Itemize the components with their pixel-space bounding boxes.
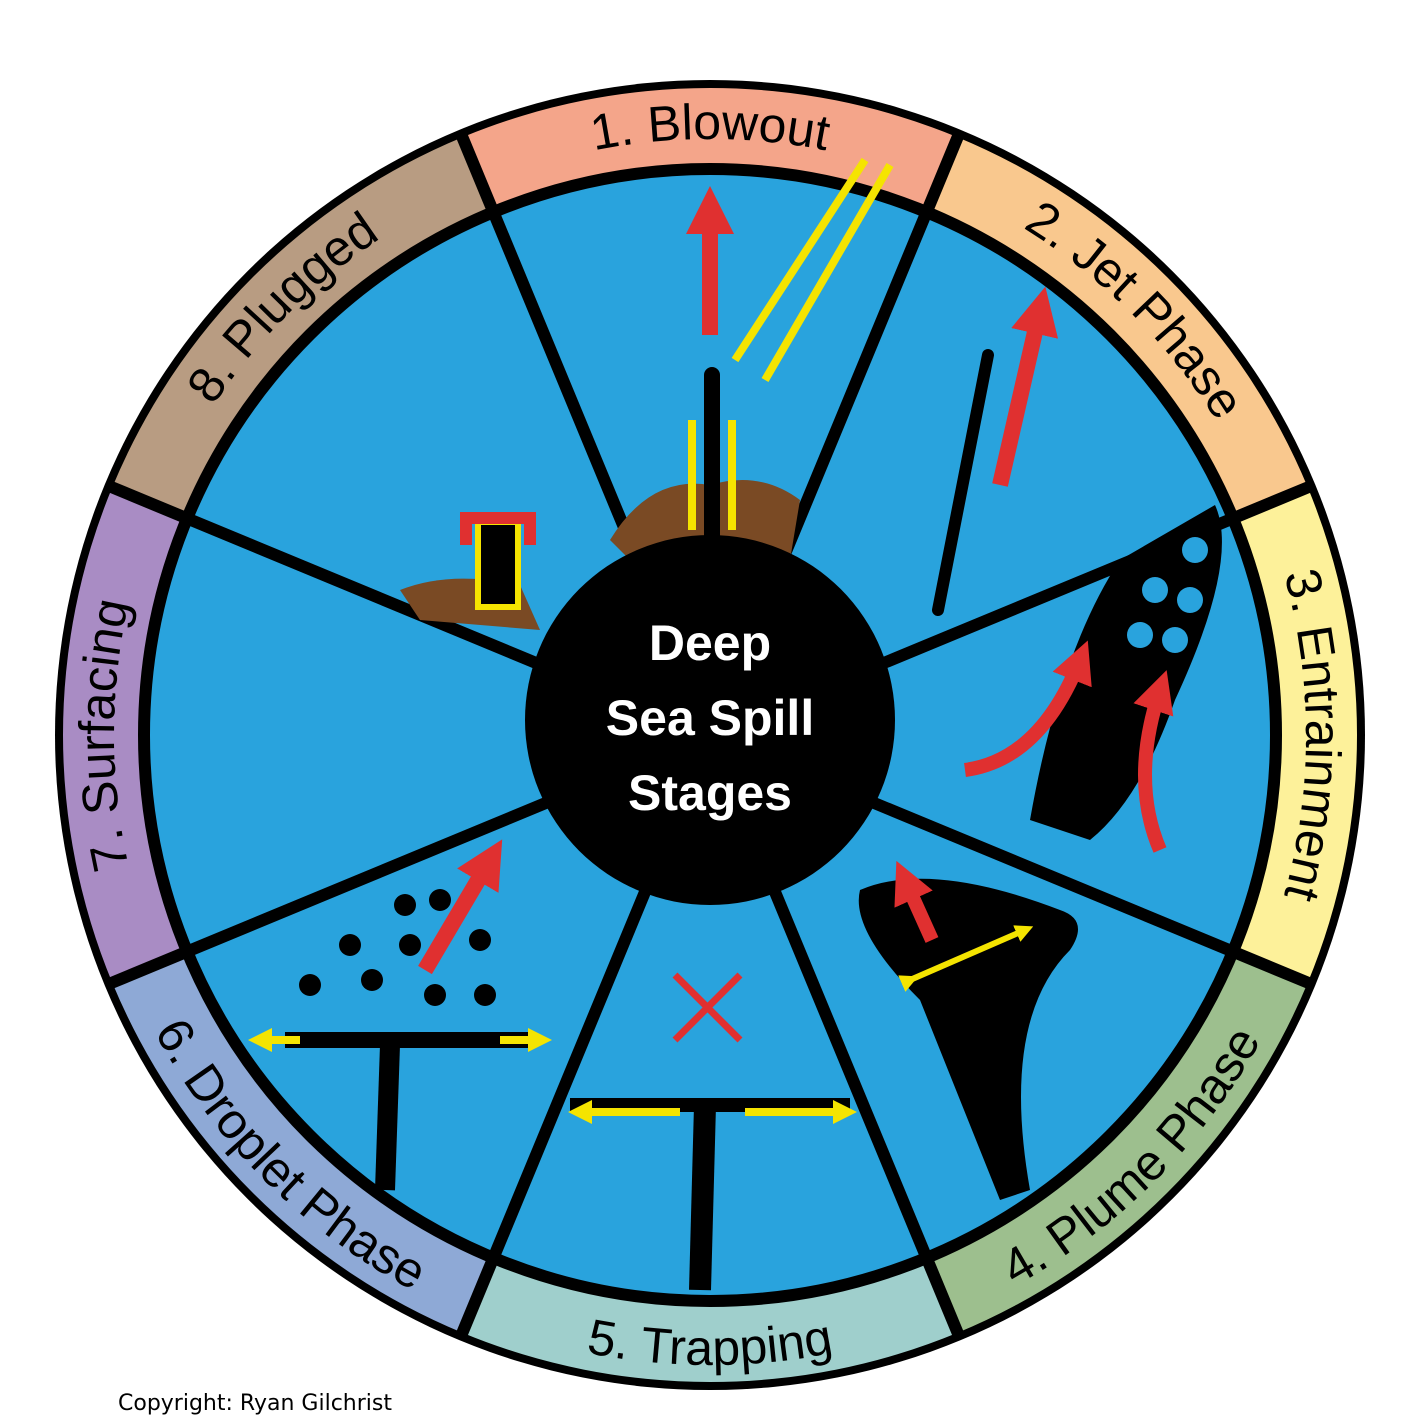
center-title: Sea Spill [606, 690, 814, 746]
center-title: Deep [649, 615, 771, 671]
copyright: Copyright: Ryan Gilchrist [118, 1391, 392, 1415]
spill-wheel: Deep Sea Spill Stages Copyright: Ryan Gi… [0, 0, 1411, 1415]
center-title: Stages [628, 765, 792, 821]
